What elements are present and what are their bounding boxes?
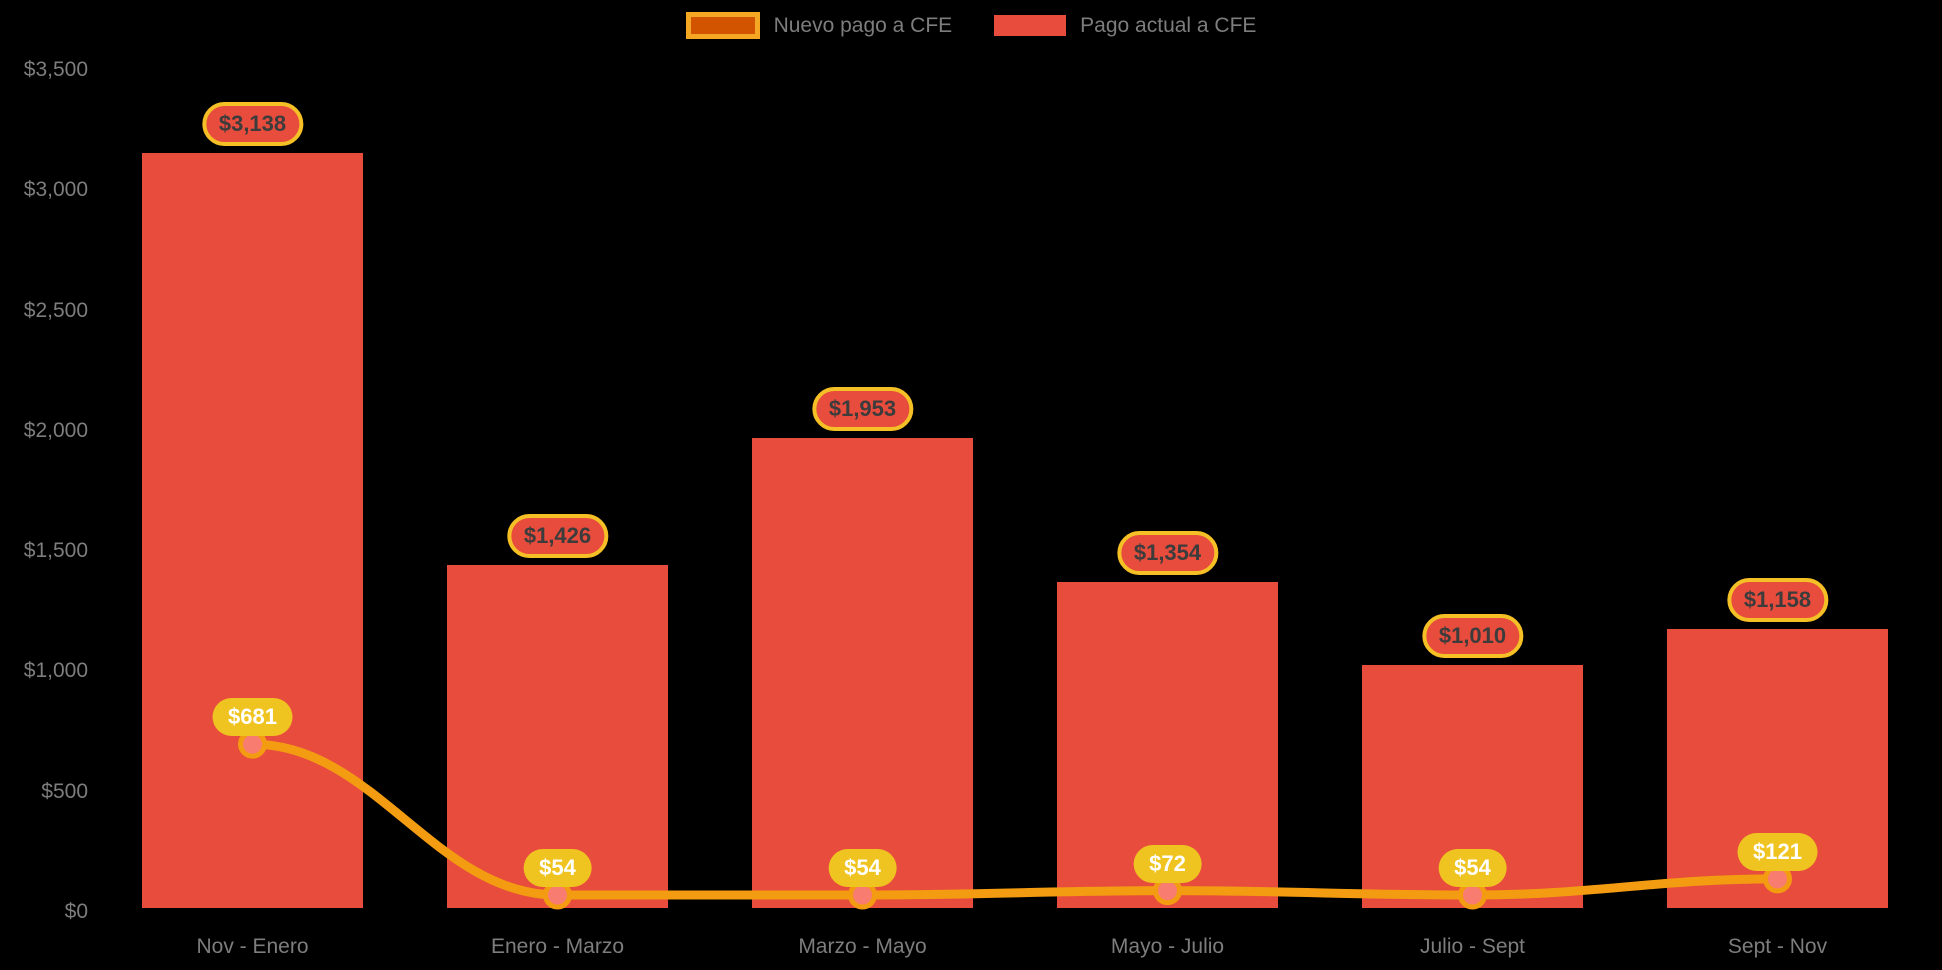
point-value-label: $681	[212, 698, 293, 737]
x-axis-label: Mayo - Julio	[1110, 935, 1225, 958]
legend-item-nuevo-pago[interactable]: Nuevo pago a CFE	[685, 12, 953, 39]
bar-value-label: $1,354	[1116, 531, 1219, 576]
bar-value-label: $1,010	[1421, 614, 1524, 659]
x-axis-label: Sept - Nov	[1727, 935, 1828, 958]
y-tick-label: $1,000	[23, 659, 88, 683]
y-tick-label: $0	[64, 900, 88, 923]
bar-value-label: $1,953	[811, 387, 914, 432]
point-value-label: $54	[523, 849, 592, 887]
point-value-label: $72	[1133, 844, 1202, 883]
y-tick-label: $2,000	[23, 418, 88, 442]
bar-pago-actual[interactable]	[142, 153, 363, 908]
legend-item-pago-actual[interactable]: Pago actual a CFE	[994, 15, 1256, 36]
y-tick-label: $2,500	[23, 298, 88, 322]
legend-label-pago-actual: Pago actual a CFE	[1080, 14, 1257, 37]
point-value-label: $121	[1737, 832, 1818, 871]
x-axis-label: Enero - Marzo	[490, 935, 625, 958]
y-tick-label: $1,500	[23, 539, 88, 563]
bar-value-label: $1,426	[506, 513, 609, 558]
x-axis-label: Nov - Enero	[196, 935, 309, 958]
bar-value-label: $3,138	[201, 102, 304, 147]
legend: Nuevo pago a CFE Pago actual a CFE	[0, 12, 1942, 39]
x-axis-label: Julio - Sept	[1419, 935, 1526, 958]
y-tick-label: $3,000	[23, 178, 88, 202]
point-value-label: $54	[1438, 849, 1507, 887]
point-value-label: $54	[828, 849, 897, 887]
y-tick-label: $3,500	[23, 58, 88, 81]
trend-line	[248, 739, 1782, 900]
bar-value-label: $1,158	[1726, 578, 1829, 623]
x-axis-label: Marzo - Mayo	[798, 935, 927, 958]
bar-pago-actual[interactable]	[752, 438, 973, 908]
legend-swatch-pago-actual	[994, 15, 1067, 36]
legend-swatch-nuevo-pago	[685, 12, 760, 39]
y-tick-label: $500	[41, 779, 88, 803]
legend-label-nuevo-pago: Nuevo pago a CFE	[773, 14, 953, 37]
